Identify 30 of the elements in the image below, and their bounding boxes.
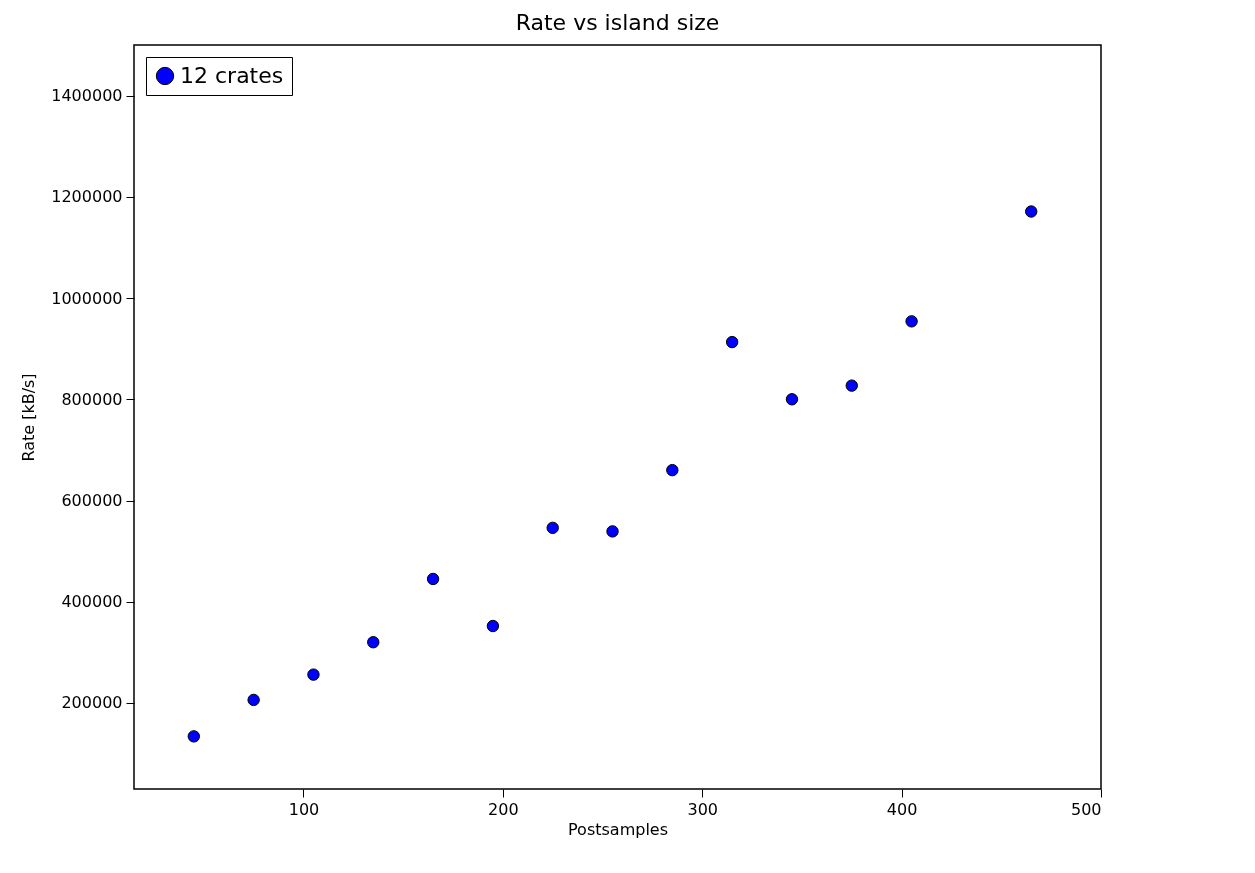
point	[785, 393, 799, 406]
y-tick-label: 800000	[61, 389, 123, 409]
x-tick-label: 200	[488, 799, 519, 819]
point	[426, 572, 440, 586]
point	[307, 668, 320, 681]
x-tick-label: 100	[288, 799, 320, 819]
y-tick-label: 600000	[61, 491, 123, 511]
point	[187, 730, 201, 743]
point	[367, 636, 380, 649]
point	[486, 619, 500, 633]
point	[666, 463, 679, 477]
point	[247, 693, 260, 707]
x-tick-label: 300	[687, 799, 719, 819]
y-tick-label: 400000	[61, 592, 123, 612]
point	[1025, 205, 1038, 218]
point	[905, 315, 918, 328]
y-tick-label: 200000	[61, 693, 123, 713]
chart-title: Rate vs island size	[515, 10, 720, 35]
x-axis-title: Postsamples	[568, 819, 668, 839]
x-tick-label: 500	[1070, 799, 1102, 819]
legend-label: 12 crates	[180, 63, 284, 88]
point	[606, 525, 619, 538]
x-tick-label: 400	[886, 799, 918, 819]
y-tick-label: 1200000	[51, 187, 123, 207]
point	[725, 335, 739, 349]
point	[546, 521, 559, 535]
y-tick-label: 1400000	[51, 86, 123, 106]
y-tick-label: 1000000	[51, 288, 123, 308]
y-axis-title: Rate [kB/s]	[19, 373, 39, 462]
point	[845, 379, 858, 392]
